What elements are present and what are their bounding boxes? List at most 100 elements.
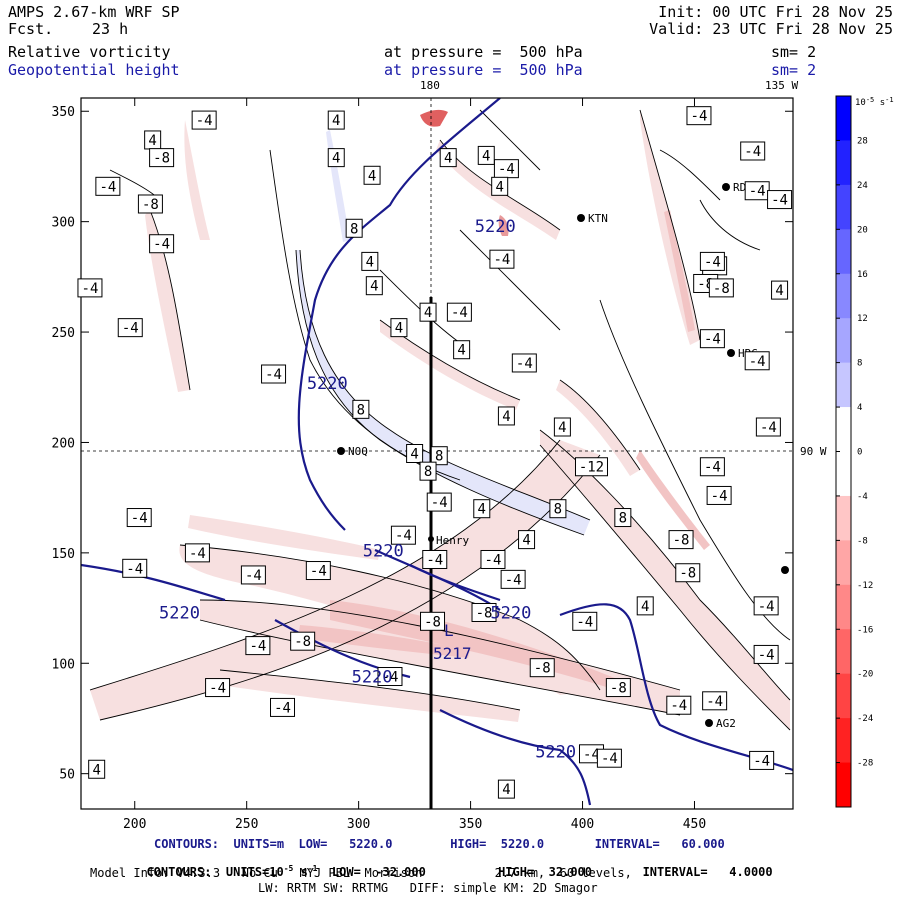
vorticity-label-text: -4 (451, 305, 468, 321)
vorticity-label-text: 4 (92, 762, 100, 778)
vorticity-label-box (345, 218, 363, 238)
vorticity-contour-label: -8 (471, 602, 497, 622)
vorticity-contour-label: -8 (290, 631, 316, 651)
vorticity-contour-label: 8 (614, 508, 632, 528)
vorticity-label-text: -4 (711, 488, 728, 504)
vorticity-contour-label: -8 (137, 194, 163, 214)
vorticity-label-box (365, 276, 383, 296)
vorticity-label-box (406, 444, 424, 463)
vorticity-contour-label: -8 (708, 278, 734, 298)
station-rdg-marker (722, 183, 730, 191)
plot-border (80, 97, 794, 810)
vorticity-label-text: 4 (424, 305, 432, 321)
vorticity-contour-label: 4 (477, 145, 495, 165)
vorticity-contour-label: -4 (493, 159, 519, 179)
vorticity-contour-label: -12 (574, 457, 608, 477)
vorticity-contour-label: -4 (686, 106, 712, 126)
vorticity-label-text: -8 (294, 634, 311, 650)
vorticity-label-box (261, 364, 287, 384)
vorticity-label-box (88, 759, 106, 779)
vorticity-label-box (117, 318, 143, 338)
height-contour-label: 5220 (352, 668, 393, 688)
valid-time: Valid: 23 UTC Fri 28 Nov 25 (649, 20, 893, 38)
vorticity-label-box (636, 596, 654, 616)
vorticity-contour-label: -4 (699, 329, 725, 349)
colorbar-tick-label: 4 (857, 403, 862, 413)
vorticity-label-text: 4 (410, 447, 418, 463)
vorticity-label-box (305, 561, 331, 581)
vorticity-label-box (605, 678, 631, 698)
vorticity-contour-label: -8 (149, 148, 175, 168)
vorticity-contour-label: 4 (406, 444, 424, 463)
vorticity-label-text: -4 (704, 332, 721, 348)
colorbar-tick-label: 12 (857, 314, 868, 324)
colorbar-tick-label: -8 (857, 536, 868, 546)
vorticity-label-text: -8 (153, 151, 170, 167)
model-info: Model Info: V4.3.3 No Cu MYJ PBL Morriso… (90, 866, 632, 880)
vorticity-label-box (137, 194, 163, 214)
low-center-value: 5217 (433, 644, 472, 663)
vorticity-label-text: -4 (758, 599, 775, 615)
vorticity-label-box (666, 695, 692, 715)
vorticity-contour-label: -4 (117, 318, 143, 338)
height-contour-label: 5220 (535, 743, 576, 763)
vorticity-contour-label: 4 (363, 165, 381, 185)
vorticity-contour-label: -4 (377, 667, 403, 687)
vorticity-label-text: -4 (691, 109, 708, 125)
height-contour-info: CONTOURS: UNITS=m LOW= 5220.0 HIGH= 5220… (154, 837, 725, 851)
colorbar-tick-label: 28 (857, 136, 868, 146)
vorticity-label-text: -4 (153, 237, 170, 253)
colorbar-segment (836, 184, 851, 230)
vorticity-label-box (377, 667, 403, 687)
station-hrg-marker (727, 349, 735, 357)
vorticity-label-text: -4 (749, 354, 766, 370)
vorticity-label-box (686, 106, 712, 126)
vorticity-contour-label: -4 (511, 353, 537, 373)
vorticity-label-text: -4 (758, 647, 775, 663)
vorticity-label-text: 4 (522, 533, 530, 549)
vorticity-contour-label: -4 (245, 636, 271, 656)
vorticity-label-text: -8 (610, 681, 627, 697)
vorticity-label-text: -4 (196, 113, 213, 129)
vorticity-contour-label: 8 (430, 446, 448, 466)
vorticity-label-box (553, 417, 571, 437)
colorbar-tick-label: 0 (857, 448, 862, 458)
vorticity-label-box (500, 569, 526, 589)
vorticity-label-text: -4 (583, 747, 600, 763)
vorticity-label-text: -4 (601, 751, 618, 767)
vorticity-label-box (191, 110, 217, 130)
vorticity-contour-label: 4 (491, 176, 509, 196)
y-tick-label: 250 (52, 326, 75, 341)
contour-labels: -444-84-4-84-44-4-4-4-4448-4-4-4-84-44-4… (77, 106, 793, 799)
vorticity-contour-label: 4 (473, 499, 491, 519)
x-tick-label: 250 (235, 817, 258, 832)
vorticity-contour-label: -4 (126, 508, 152, 528)
vorticity-contour-label: 4 (419, 302, 437, 322)
vorticity-contour-label: -4 (755, 417, 781, 437)
vorticity-contour-label: -8 (529, 658, 555, 678)
height-contour-label: 5220 (307, 374, 348, 394)
vorticity-contour-label: -4 (77, 278, 103, 298)
vorticity-label-text: -4 (753, 753, 770, 769)
y-tick-label: 350 (52, 105, 75, 120)
vorticity-label-box (352, 399, 370, 419)
colorbar-tick-label: 24 (857, 181, 868, 191)
vorticity-label-text: 4 (482, 148, 490, 164)
vorticity-contour-label: 8 (345, 218, 363, 238)
colorbar-tick-label: -24 (857, 714, 873, 724)
vorticity-contour-label: 4 (636, 596, 654, 616)
vorticity-contour-label: 4 (439, 148, 457, 168)
vorticity-contour-label: -4 (702, 691, 728, 711)
vorticity-contour-label: 4 (361, 251, 379, 271)
vorticity-label-box (240, 565, 266, 585)
vorticity-label-text: 8 (350, 221, 358, 237)
colorbar-segment (836, 451, 851, 497)
vorticity-label-text: -8 (142, 197, 159, 213)
colorbar-tick-label: -20 (857, 670, 873, 680)
y-tick-label: 100 (52, 657, 75, 672)
colorbar-tick-label: 16 (857, 270, 868, 280)
vorticity-label-text: 4 (641, 599, 649, 615)
vorticity-label-box (446, 302, 472, 322)
colorbar-segment (836, 229, 851, 275)
vorticity-label-box (549, 499, 567, 519)
